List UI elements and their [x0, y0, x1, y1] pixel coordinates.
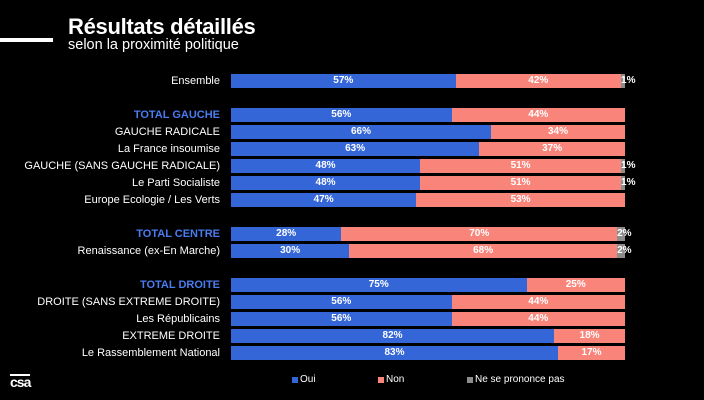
- bar-oui: 48%: [231, 176, 421, 190]
- page-title: Résultats détaillés: [68, 14, 256, 39]
- bar-non: 17%: [558, 346, 625, 360]
- legend-swatch-nsp: [467, 376, 473, 383]
- bar-non: 37%: [479, 142, 625, 156]
- row-label: La France insoumise: [117, 143, 220, 155]
- bar-oui: 47%: [231, 193, 417, 207]
- row-label: GAUCHE RADICALE: [114, 126, 220, 138]
- row-label: Ensemble: [171, 75, 220, 87]
- bar-nsp: 2%: [617, 244, 632, 258]
- bar-oui: 66%: [231, 125, 492, 139]
- row-label: Le Rassemblement National: [81, 347, 220, 359]
- bar-non: 70%: [341, 227, 618, 241]
- bar-oui: 28%: [231, 227, 342, 241]
- legend-swatch-non: [378, 376, 384, 383]
- bar-oui: 82%: [231, 329, 555, 343]
- bar-nsp: 1%: [621, 159, 636, 173]
- bar-nsp: 2%: [617, 227, 632, 241]
- row-label: EXTREME DROITE: [122, 330, 220, 342]
- bar-oui: 56%: [231, 295, 452, 309]
- row-label: Les Républicains: [136, 313, 220, 325]
- bar-oui: 63%: [231, 142, 480, 156]
- csa-logo: csa: [10, 374, 31, 390]
- row-label: TOTAL GAUCHE: [133, 109, 220, 121]
- bar-non: 44%: [451, 312, 625, 326]
- page-subtitle: selon la proximité politique: [68, 37, 239, 53]
- bar-non: 34%: [491, 125, 625, 139]
- bar-non: 44%: [451, 108, 625, 122]
- bar-oui: 75%: [231, 278, 527, 292]
- legend-nsp: Ne se prononce pas: [467, 374, 565, 385]
- bar-nsp: 1%: [621, 176, 636, 190]
- legend-swatch-oui: [292, 376, 298, 383]
- bar-non: 18%: [554, 329, 625, 343]
- bar-oui: 48%: [231, 159, 421, 173]
- row-label: TOTAL CENTRE: [136, 228, 220, 240]
- legend-label: Ne se prononce pas: [475, 374, 565, 385]
- bar-oui: 83%: [231, 346, 559, 360]
- bar-oui: 57%: [231, 74, 456, 88]
- bar-non: 42%: [455, 74, 622, 88]
- row-label: Renaissance (ex-En Marche): [77, 245, 220, 257]
- bar-oui: 56%: [231, 312, 452, 326]
- legend-label: Oui: [300, 374, 316, 385]
- bar-nsp: 1%: [621, 74, 636, 88]
- row-label: DROITE (SANS EXTREME DROITE): [37, 296, 220, 308]
- bar-non: 51%: [420, 159, 622, 173]
- bar-non: 51%: [420, 176, 622, 190]
- bar-oui: 56%: [231, 108, 452, 122]
- row-label: TOTAL DROITE: [139, 279, 220, 291]
- legend-non: Non: [378, 374, 404, 385]
- bar-oui: 30%: [231, 244, 350, 258]
- bar-non: 53%: [416, 193, 625, 207]
- legend-oui: Oui: [292, 374, 316, 385]
- title-rule: [0, 38, 53, 42]
- row-label: GAUCHE (SANS GAUCHE RADICALE): [24, 160, 220, 172]
- bar-non: 68%: [349, 244, 618, 258]
- row-label: Le Parti Socialiste: [131, 177, 220, 189]
- row-label: Europe Ecologie / Les Verts: [84, 194, 220, 206]
- bar-non: 44%: [451, 295, 625, 309]
- legend-label: Non: [386, 374, 405, 385]
- bar-non: 25%: [526, 278, 625, 292]
